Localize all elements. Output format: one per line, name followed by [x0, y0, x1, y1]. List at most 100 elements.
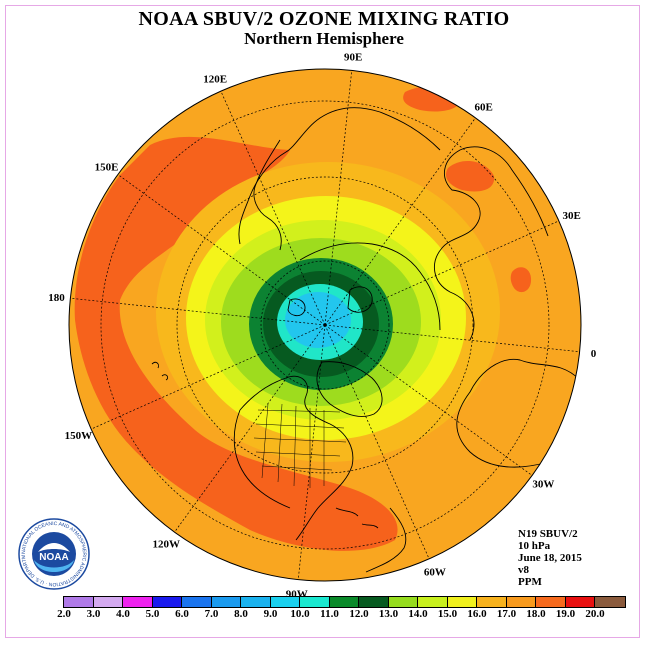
meridian-line — [324, 324, 533, 476]
coast-africa — [456, 358, 581, 468]
latitude-circle-45 — [176, 176, 474, 474]
legend-tick-label: 15.0 — [437, 608, 458, 620]
longitude-label: 60E — [475, 102, 493, 114]
info-date: June 18, 2015 — [518, 552, 582, 564]
globe-outline — [68, 68, 582, 582]
legend-color-box — [565, 597, 595, 607]
coast-south-america — [365, 507, 407, 573]
legend-color-box — [64, 597, 94, 607]
coast-arctic-islands — [287, 286, 373, 317]
longitude-label: 150W — [65, 430, 93, 442]
logo-inner-disc — [32, 532, 76, 576]
longitude-label: 30E — [562, 210, 580, 222]
legend-tick-label: 10.0 — [290, 608, 310, 620]
legend-tick-label: 16.0 — [467, 608, 487, 620]
legend-tick-label: 8.0 — [234, 608, 248, 620]
longitude-label: 120E — [203, 73, 227, 85]
longitude-label: 90E — [344, 51, 362, 63]
noaa-logo: NATIONAL OCEANIC AND ATMOSPHERIC ADMINIS… — [18, 518, 90, 590]
legend-tick-label: 9.0 — [263, 608, 278, 620]
meridian-line — [174, 324, 326, 533]
meridian-line — [117, 174, 326, 326]
legend-tick-label: 3.0 — [86, 608, 101, 620]
longitude-label: 120W — [153, 538, 181, 550]
legend-color-box — [300, 597, 330, 607]
legend-tick-label: 20.0 — [585, 608, 605, 620]
legend-tick-label: 11.0 — [320, 608, 339, 620]
legend-color-box — [152, 597, 182, 607]
graticule — [70, 70, 580, 580]
latitude-circle-20 — [100, 100, 550, 550]
legend-tick-label: 19.0 — [555, 608, 576, 620]
longitude-label: 180 — [48, 292, 65, 304]
legend-color-box — [329, 597, 359, 607]
coast-pacific-islands — [151, 361, 169, 381]
legend-color-box — [359, 597, 389, 607]
legend-color-box — [270, 597, 300, 607]
coast-asia-north — [299, 242, 441, 331]
legend-color-box — [241, 597, 271, 607]
logo-label: NOAA — [39, 552, 68, 563]
legend-color-box — [93, 597, 123, 607]
info-block: N19 SBUV/2 10 hPa June 18, 2015 v8 PPM — [518, 528, 582, 588]
chart-subtitle: Northern Hemisphere — [244, 29, 404, 48]
legend-color-box — [595, 597, 625, 607]
meridians — [70, 70, 580, 580]
meridian-line — [297, 324, 326, 580]
meridian-line — [324, 70, 353, 326]
legend-tick-label: 13.0 — [378, 608, 399, 620]
ozone-region-high-small — [510, 267, 532, 293]
coast-north-america-west — [233, 409, 291, 509]
legend-tick-label: 2.0 — [57, 608, 71, 620]
coastlines — [151, 107, 581, 573]
legend-tick-label: 4.0 — [116, 608, 130, 620]
legend-tick-label: 7.0 — [204, 608, 219, 620]
info-units: PPM — [518, 576, 542, 588]
info-version: v8 — [518, 564, 529, 576]
logo-bird-icon — [38, 543, 70, 552]
coast-greenland — [316, 361, 383, 417]
legend-color-box — [536, 597, 566, 607]
latitude-circle-70 — [260, 260, 390, 390]
legend-color-box — [447, 597, 477, 607]
coast-east-asia — [253, 139, 282, 251]
legend-color-box — [388, 597, 418, 607]
longitude-label: 0 — [591, 348, 597, 360]
ozone-region-high-east — [445, 161, 495, 192]
meridian-line — [70, 297, 326, 326]
meridian-line — [324, 117, 476, 326]
longitude-label: 30W — [532, 479, 554, 491]
legend-color-box — [182, 597, 212, 607]
legend-color-box — [418, 597, 448, 607]
meridian-line — [220, 90, 326, 326]
longitude-label: 150E — [95, 161, 119, 173]
legend-tick-label: 17.0 — [496, 608, 517, 620]
chart-title: NOAA SBUV/2 OZONE MIXING RATIO — [138, 8, 510, 30]
meridian-line — [324, 324, 580, 353]
legend-color-box — [477, 597, 507, 607]
legend-color-box — [211, 597, 241, 607]
meridian-line — [90, 324, 326, 430]
coast-caribbean — [335, 507, 379, 529]
legend-tick-label: 6.0 — [175, 608, 189, 620]
legend-color-box — [123, 597, 153, 607]
ozone-region-high-west — [74, 136, 398, 551]
legend-tick-label: 5.0 — [145, 608, 160, 620]
coast-north-america — [239, 375, 354, 541]
color-legend — [63, 596, 626, 608]
legend-tick-labels: 2.0 3.0 4.0 5.0 6.0 7.0 8.0 9.0 10.0 11.0 12.0 13.0… — [0, 608, 648, 622]
info-pressure: 10 hPa — [518, 540, 551, 552]
legend-color-box — [506, 597, 536, 607]
longitude-label: 60W — [424, 567, 446, 579]
coast-europe — [434, 146, 549, 341]
us-state-boundaries — [253, 403, 347, 488]
legend-tick-label: 12.0 — [349, 608, 369, 620]
map-globe — [69, 69, 581, 581]
info-satellite: N19 SBUV/2 — [518, 528, 578, 540]
meridian-line — [324, 324, 430, 560]
meridian-line — [324, 220, 560, 326]
legend-tick-label: 18.0 — [526, 608, 546, 620]
legend-tick-label: 14.0 — [408, 608, 428, 620]
